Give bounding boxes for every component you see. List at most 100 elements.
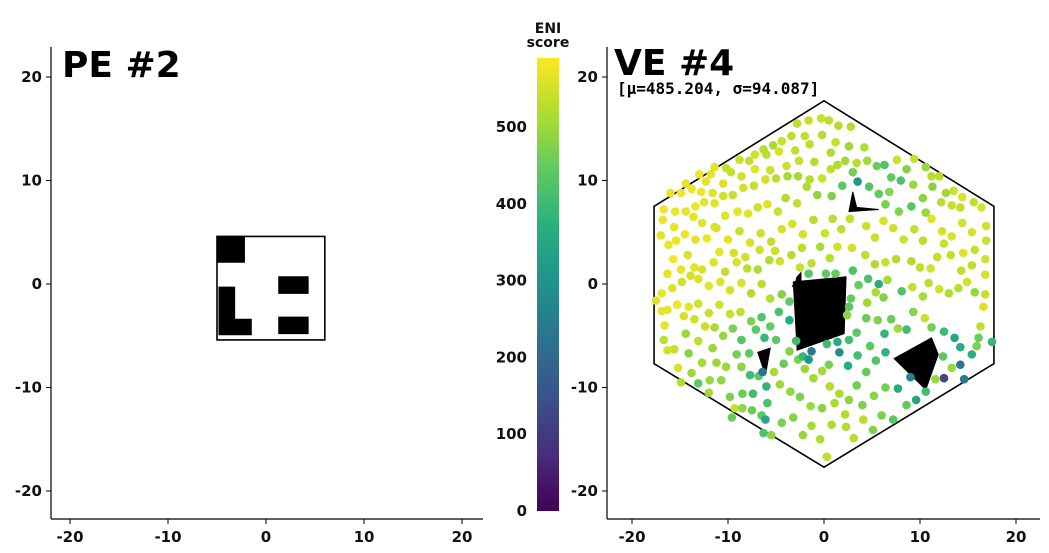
data-point — [783, 172, 792, 181]
data-point — [693, 379, 703, 388]
data-point — [817, 403, 827, 413]
data-point — [825, 253, 835, 263]
data-point — [962, 277, 972, 287]
data-point — [810, 157, 819, 167]
data-point — [852, 381, 861, 390]
data-point — [712, 358, 721, 367]
data-point — [844, 302, 854, 312]
data-point — [939, 239, 949, 248]
data-point — [735, 155, 744, 165]
data-point — [804, 116, 813, 125]
data-point — [691, 235, 700, 244]
data-point — [846, 122, 856, 131]
colorbar-tick-label: 500 — [496, 118, 527, 136]
obstacle — [218, 286, 252, 336]
data-point — [967, 227, 977, 237]
data-point — [753, 265, 763, 274]
y-tick-label: -10 — [571, 379, 598, 397]
y-tick-label: 20 — [21, 68, 42, 86]
data-point — [843, 361, 853, 371]
data-point — [762, 382, 771, 391]
right-ticks: -20 -10 0 10 20 -20 -10 0 10 20 — [571, 68, 1027, 546]
data-point — [782, 161, 791, 171]
data-point — [718, 331, 728, 341]
data-point — [827, 191, 836, 201]
data-point — [785, 315, 794, 325]
data-point — [907, 202, 916, 211]
data-point — [795, 263, 805, 272]
data-point — [893, 384, 903, 393]
data-point — [763, 398, 772, 408]
data-point — [888, 223, 898, 233]
data-point — [854, 280, 863, 290]
data-point — [757, 279, 766, 289]
data-point — [704, 308, 714, 318]
data-point — [835, 389, 844, 399]
data-point — [841, 422, 851, 432]
data-point — [774, 307, 784, 317]
data-point — [737, 172, 746, 181]
data-point — [690, 263, 699, 272]
data-point — [751, 325, 761, 334]
data-point — [980, 270, 990, 279]
data-point — [958, 248, 968, 258]
data-point — [827, 420, 836, 430]
x-tick-label: -10 — [714, 528, 741, 546]
data-point — [747, 405, 757, 415]
data-point — [790, 146, 800, 155]
data-point — [656, 231, 666, 240]
data-point — [831, 269, 840, 278]
x-tick-label: 10 — [354, 528, 375, 546]
data-point — [697, 218, 707, 228]
data-point — [668, 254, 678, 264]
data-point — [735, 226, 744, 236]
data-point — [764, 255, 774, 265]
data-point — [676, 378, 686, 387]
data-point — [794, 156, 804, 166]
data-point — [906, 372, 915, 382]
data-point — [871, 356, 881, 365]
data-point — [697, 265, 707, 274]
data-point — [894, 207, 904, 216]
data-point — [775, 380, 785, 389]
x-tick-label: 20 — [1006, 528, 1027, 546]
data-point — [980, 254, 990, 264]
y-tick-label: -10 — [15, 379, 42, 397]
data-point — [815, 434, 825, 444]
data-point — [934, 284, 944, 294]
data-point — [668, 283, 677, 293]
data-point — [886, 173, 896, 182]
data-point — [863, 274, 873, 284]
data-point — [908, 282, 917, 292]
data-point — [669, 222, 679, 232]
data-point — [700, 322, 710, 331]
data-point — [693, 336, 703, 346]
right-plot-ve4: -20 -10 0 10 20 -20 -10 0 10 20 VE #4 [μ=485.204,… — [571, 43, 1040, 546]
data-point — [798, 430, 808, 440]
data-point — [899, 235, 908, 244]
data-point — [763, 200, 772, 209]
data-point — [671, 236, 681, 245]
x-tick-label: -20 — [56, 528, 83, 546]
data-point — [701, 177, 711, 186]
data-point — [820, 228, 830, 238]
data-point — [696, 187, 706, 197]
obstacle — [893, 337, 939, 391]
data-point — [663, 269, 672, 278]
left-plot-title: PE #2 — [62, 45, 181, 86]
data-point — [974, 333, 983, 343]
data-point — [874, 279, 884, 289]
data-point — [880, 160, 889, 170]
data-point — [720, 211, 730, 220]
data-point — [773, 207, 783, 216]
data-point — [750, 150, 760, 159]
data-point — [967, 261, 977, 270]
data-point — [956, 203, 965, 212]
data-point — [980, 290, 990, 299]
data-point — [676, 265, 686, 274]
data-point — [902, 325, 911, 334]
data-point — [932, 252, 942, 262]
data-point — [872, 161, 882, 171]
data-point — [981, 236, 991, 245]
data-point — [936, 197, 946, 207]
